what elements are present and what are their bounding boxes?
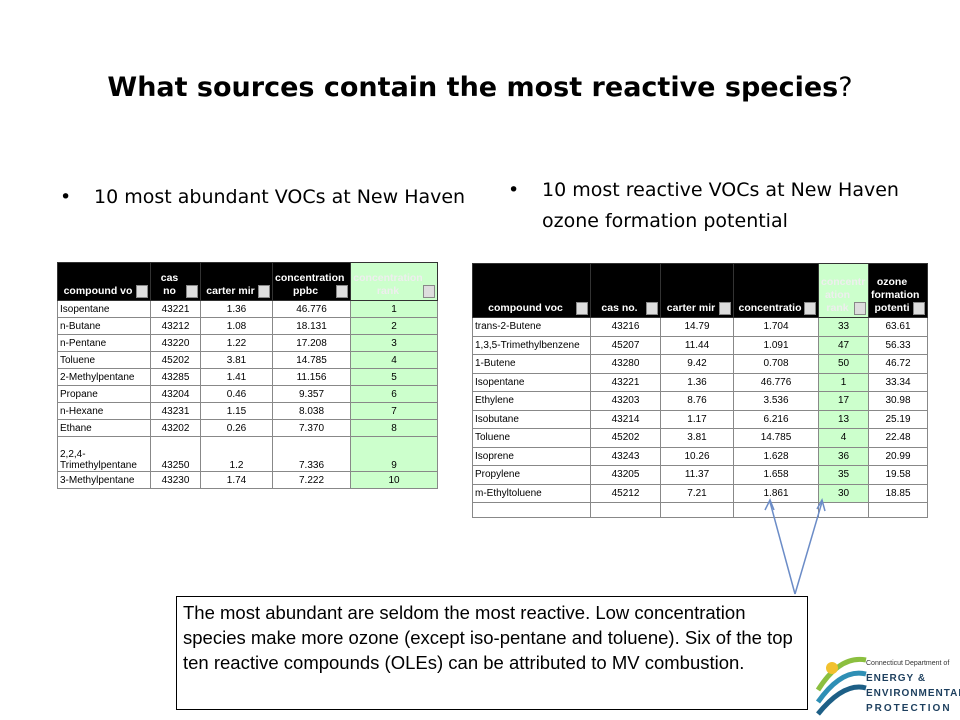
row: Ethylene 43203 8.76 3.536 17 30.98: [472, 391, 928, 411]
table-abundant: compound vo cas no carter mir concentration…: [57, 262, 438, 489]
row: Isobutane 43214 1.17 6.216 13 25.19: [472, 409, 928, 429]
row: 2-Methylpentane 43285 1.41 11.156 5: [57, 368, 438, 386]
cell: 6: [350, 385, 438, 403]
table-reactive: compound voc cas no. carter mir concentrati…: [472, 263, 928, 518]
note-box: The most abundant are seldom the most re…: [176, 596, 808, 710]
title-text: What sources contain the most reactive s…: [107, 72, 839, 103]
slide-title: What sources contain the most reactive s…: [0, 72, 960, 103]
header-cell: concentration rank: [350, 262, 438, 301]
row: 2,2,4-Trimethylpentane 43250 1.2 7.336 9: [57, 436, 438, 472]
arrow-head: [764, 498, 775, 511]
header-cell: cas no: [150, 262, 201, 301]
header-row: compound vo cas no carter mir concentration…: [57, 262, 438, 301]
header-cell: ozone formation potenti: [868, 263, 928, 318]
row: Toluene 45202 3.81 14.785 4 22.48: [472, 428, 928, 448]
row: 1,3,5-Trimethylbenzene 45207 11.44 1.091 47 5…: [472, 335, 928, 355]
header-cell: carter mir: [660, 263, 734, 318]
cell: 3-Methylpentane: [57, 471, 151, 489]
arrow: [769, 501, 796, 595]
row: n-Hexane 43231 1.15 8.038 7: [57, 402, 438, 420]
cell: 43230: [150, 471, 201, 489]
logo-line: ENVIRONMENTAL: [866, 688, 960, 699]
cell: 43250: [150, 436, 201, 472]
cell: 36: [818, 446, 869, 466]
cell: 3: [350, 334, 438, 352]
row: Ethane 43202 0.26 7.370 8: [57, 419, 438, 437]
cell: 9: [350, 436, 438, 472]
logo-line: PROTECTION: [866, 703, 952, 714]
row: trans-2-Butene 43216 14.79 1.704 33 63.61: [472, 317, 928, 337]
cell: 10: [350, 471, 438, 489]
bullet: 10 most reactive VOCs at New Haven ozone…: [508, 175, 942, 237]
cell: 8: [350, 419, 438, 437]
header-cell: concentr ation rank: [818, 263, 869, 318]
cell: 1: [818, 372, 869, 392]
cell: 13: [818, 409, 869, 429]
row: Isoprene 43243 10.26 1.628 36 20.99: [472, 446, 928, 466]
row: 3-Methylpentane 43230 1.74 7.222 10: [57, 471, 438, 489]
header-cell: concentratio: [733, 263, 819, 318]
logo-line: ENERGY &: [866, 673, 927, 684]
cell: 1: [350, 300, 438, 318]
cell: 2,2,4-Trimethylpentane: [57, 436, 151, 472]
cell: [868, 502, 928, 518]
logo-icon: [815, 656, 867, 716]
arrow-head: [816, 498, 826, 512]
empty-row: [472, 502, 928, 518]
header-cell: compound voc: [472, 263, 591, 318]
title-mark: ?: [838, 72, 853, 103]
bullet: 10 most abundant VOCs at New Haven: [60, 182, 494, 213]
header-cell: concentration ppbc: [272, 262, 351, 301]
row: Isopentane 43221 1.36 46.776 1: [57, 300, 438, 318]
cell: 7: [350, 402, 438, 420]
row: m-Ethyltoluene 45212 7.21 1.861 30 18.85: [472, 483, 928, 503]
cell: 7.336: [272, 436, 351, 472]
cell: 4: [818, 428, 869, 448]
row: Isopentane 43221 1.36 46.776 1 33.34: [472, 372, 928, 392]
header-cell: carter mir: [200, 262, 273, 301]
cell: 7.222: [272, 471, 351, 489]
header-row: compound voc cas no. carter mir concentrati…: [472, 263, 928, 318]
arrow: [794, 501, 823, 595]
header-cell: cas no.: [590, 263, 661, 318]
logo-line: Connecticut Department of: [866, 660, 950, 667]
cell: 47: [818, 335, 869, 355]
